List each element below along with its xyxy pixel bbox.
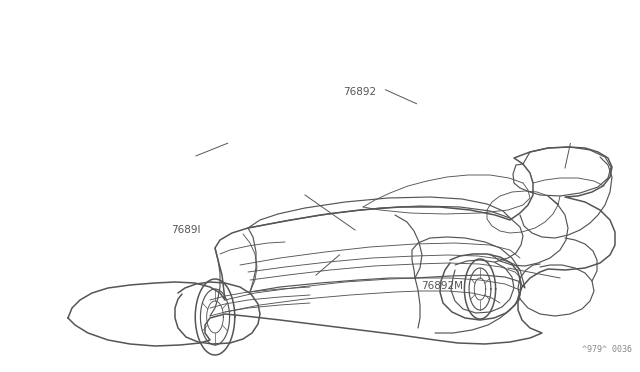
Text: 7689l: 7689l [171, 225, 200, 235]
Text: 76892: 76892 [343, 87, 376, 97]
Text: 76892M: 76892M [421, 281, 463, 291]
Text: ^979^ 0036: ^979^ 0036 [582, 345, 632, 354]
